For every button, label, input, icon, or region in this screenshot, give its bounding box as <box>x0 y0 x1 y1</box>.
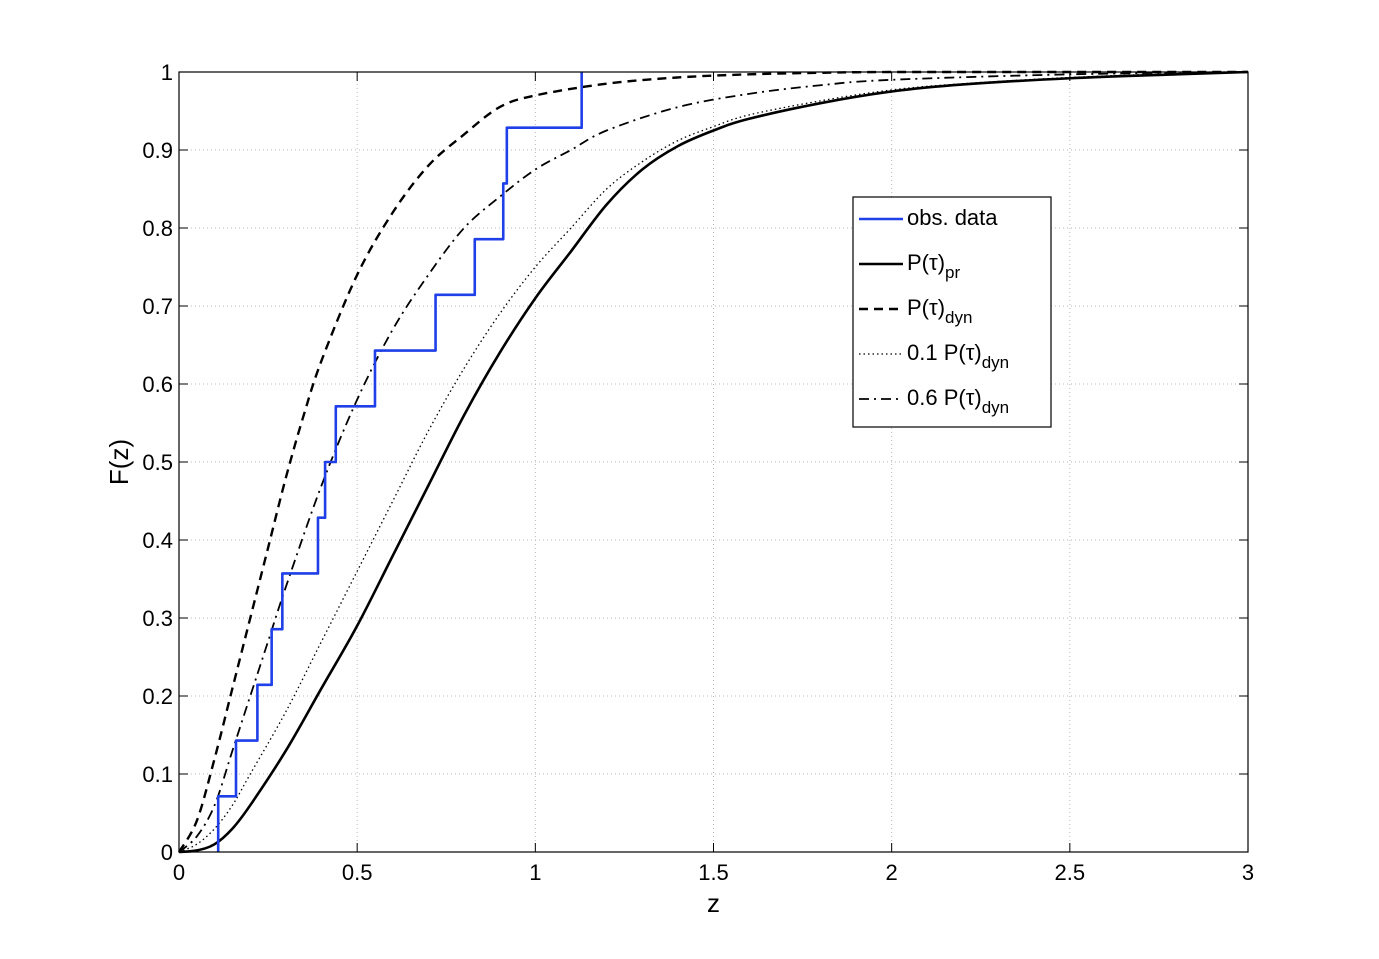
x-tick-label: 1.5 <box>698 860 729 885</box>
series-line-3 <box>178 71 1249 853</box>
legend-label-subscript: dyn <box>945 308 972 327</box>
y-tick-label: 0 <box>161 840 173 865</box>
legend-label-main: 0.6 P(τ) <box>907 385 982 410</box>
y-tick-label: 0.2 <box>142 684 173 709</box>
legend-label-2: P(τ)dyn <box>907 295 972 327</box>
x-tick-label: 0 <box>173 860 185 885</box>
y-tick-label: 0.9 <box>142 138 173 163</box>
legend-label-subscript: dyn <box>982 398 1009 417</box>
legend-label-main: 0.1 P(τ) <box>907 340 982 365</box>
y-tick-label: 0.5 <box>142 450 173 475</box>
y-tick-label: 0.4 <box>142 528 173 553</box>
series-line-0 <box>216 72 583 852</box>
legend-label-4: 0.6 P(τ)dyn <box>907 385 1009 417</box>
legend-label-subscript: pr <box>945 263 960 282</box>
y-tick-label: 0.8 <box>142 216 173 241</box>
x-tick-label: 0.5 <box>342 860 373 885</box>
legend-label-0: obs. data <box>907 205 998 230</box>
legend-label-main: P(τ) <box>907 250 945 275</box>
legend-label-main: P(τ) <box>907 295 945 320</box>
y-tick-label: 1 <box>161 60 173 85</box>
y-tick-label: 0.3 <box>142 606 173 631</box>
y-tick-label: 0.1 <box>142 762 173 787</box>
y-tick-label: 0.6 <box>142 372 173 397</box>
legend-label-main: obs. data <box>907 205 998 230</box>
y-tick-label: 0.7 <box>142 294 173 319</box>
x-tick-label: 2.5 <box>1055 860 1086 885</box>
x-tick-label: 1 <box>529 860 541 885</box>
series-line-4 <box>178 71 1249 853</box>
legend-label-1: P(τ)pr <box>907 250 960 282</box>
x-tick-label: 3 <box>1242 860 1254 885</box>
legend-label-subscript: dyn <box>982 353 1009 372</box>
ticks: 0 0.5 1 1.5 2 2.5 3 0 0.1 0.2 0.3 0.4 0.5 0.6 0.7 0.8 0.… <box>142 60 1254 885</box>
legend-box <box>852 196 1052 428</box>
y-axis-label: F(z) <box>104 439 134 485</box>
legend-label-3: 0.1 P(τ)dyn <box>907 340 1009 372</box>
x-axis-label: z <box>707 888 720 918</box>
x-tick-label: 2 <box>886 860 898 885</box>
series-line-1 <box>178 70 1249 854</box>
